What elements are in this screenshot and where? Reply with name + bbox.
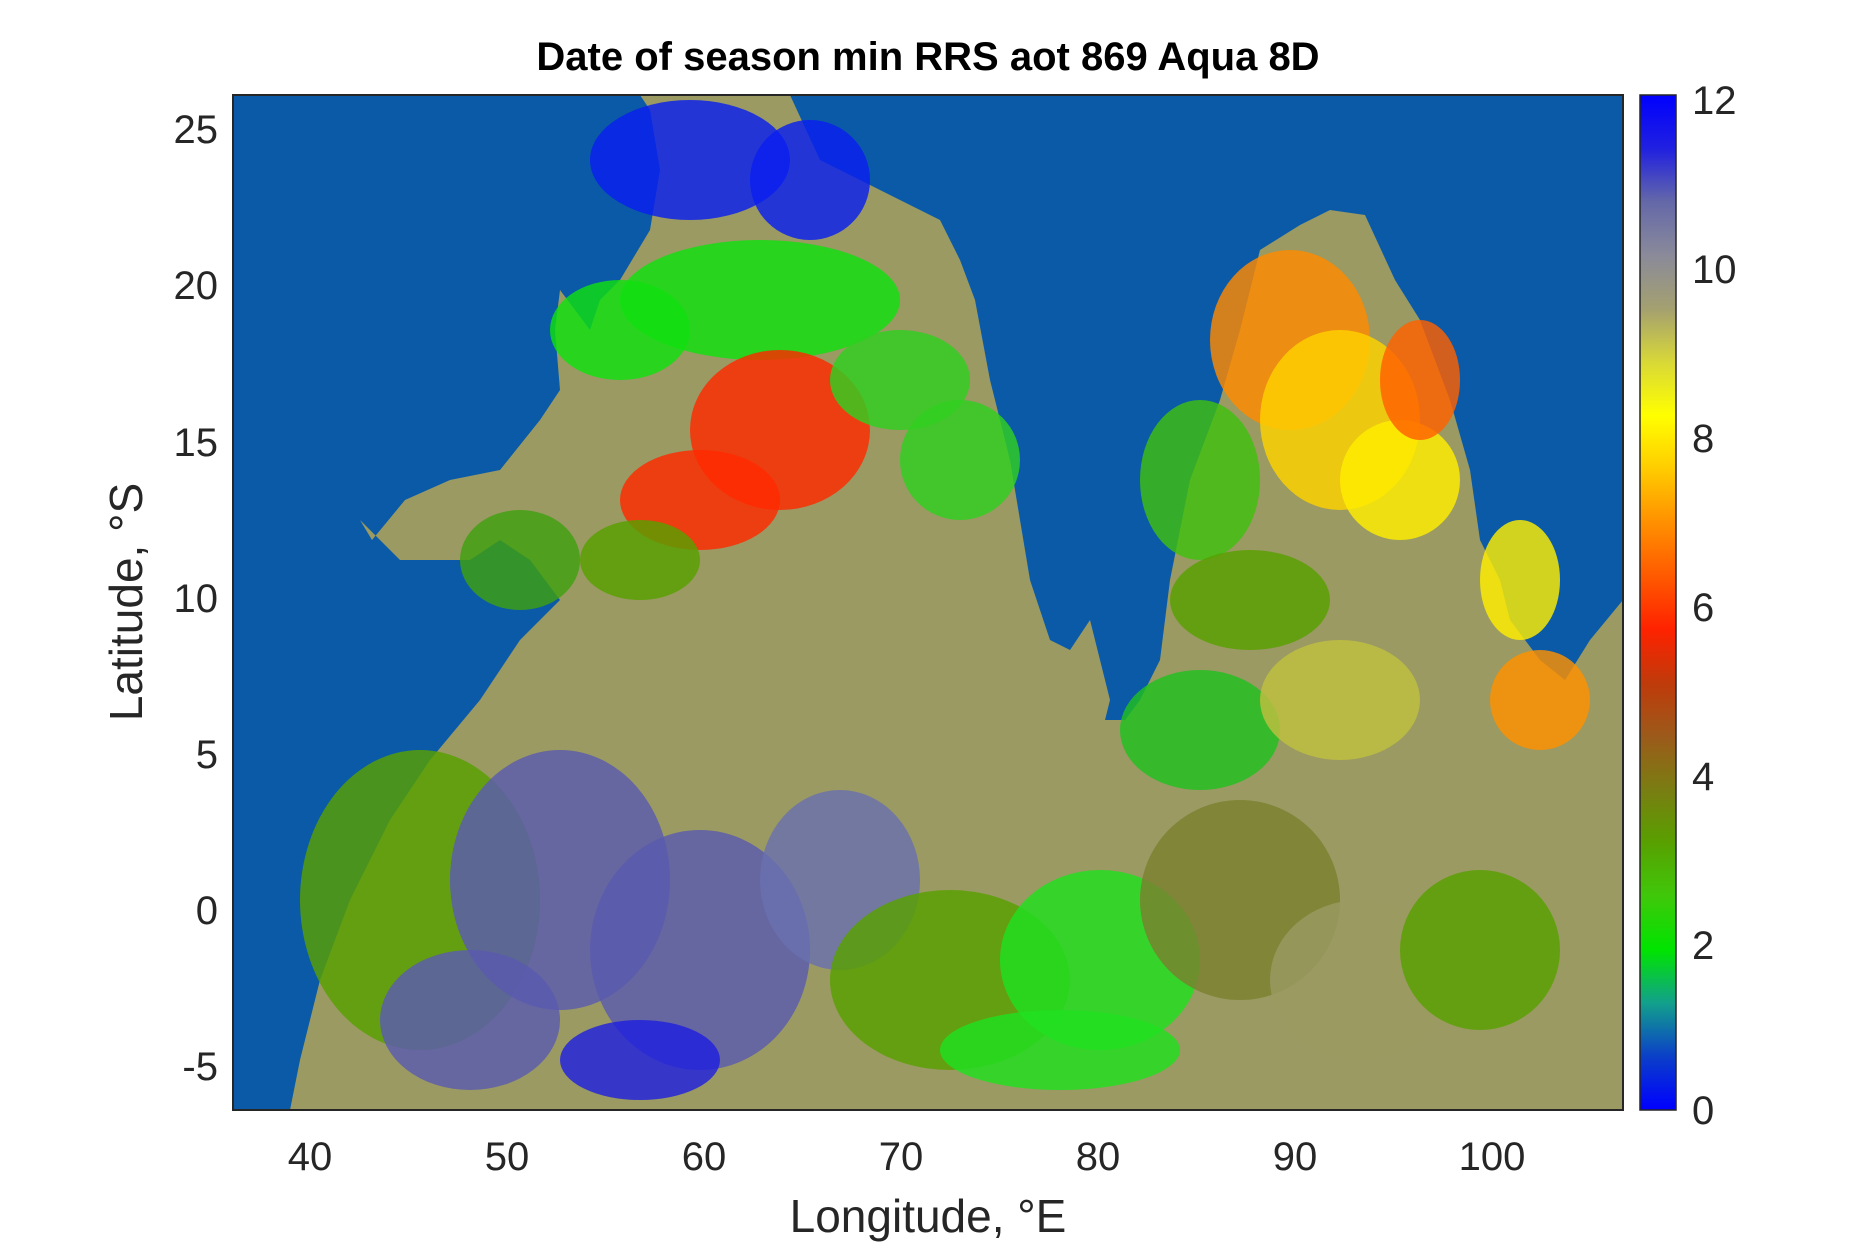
plot-frame: [232, 94, 1624, 1111]
raster-patch: [1400, 870, 1560, 1030]
colorbar-tick-label: 12: [1692, 79, 1737, 123]
y-tick-label: 15: [174, 421, 219, 465]
map-plot-area: [232, 94, 1624, 1111]
raster-patch: [750, 120, 870, 240]
y-axis-label: Latitude, °S: [100, 483, 152, 721]
raster-patch: [460, 510, 580, 610]
x-tick-label: 60: [682, 1135, 727, 1179]
raster-patch: [1260, 640, 1420, 760]
raster-patch: [560, 1020, 720, 1100]
x-tick-label: 50: [485, 1135, 530, 1179]
y-axis: 25 20 15 10 5 0 -5: [174, 108, 219, 1089]
x-tick-label: 40: [288, 1135, 333, 1179]
x-axis-label: Longitude, °E: [790, 1190, 1067, 1242]
raster-patch: [580, 520, 700, 600]
colorbar-tick-label: 4: [1692, 755, 1714, 799]
x-tick-label: 90: [1273, 1135, 1318, 1179]
x-tick-label: 100: [1459, 1135, 1526, 1179]
colorbar-tick-label: 10: [1692, 248, 1737, 292]
x-tick-label: 80: [1076, 1135, 1121, 1179]
map-title: Date of season min RRS aot 869 Aqua 8D: [536, 35, 1319, 79]
y-tick-label: 20: [174, 264, 219, 308]
raster-patch: [380, 950, 560, 1090]
raster-patch: [900, 400, 1020, 520]
colorbar: 12 10 8 6 4 2 0: [1639, 79, 1737, 1133]
y-tick-label: 25: [174, 108, 219, 152]
raster-patch: [1480, 520, 1560, 640]
y-tick-label: 10: [174, 577, 219, 621]
colorbar-tick-label: 8: [1692, 417, 1714, 461]
raster-patch: [1140, 400, 1260, 560]
y-tick-label: 0: [196, 889, 218, 933]
raster-patch: [590, 830, 810, 1070]
raster-patch: [1380, 320, 1460, 440]
colorbar-tick-label: 6: [1692, 586, 1714, 630]
x-tick-label: 70: [879, 1135, 924, 1179]
season-min-date-patches: [300, 100, 1590, 1100]
colorbar-tick-label: 0: [1692, 1089, 1714, 1133]
raster-patch: [590, 100, 790, 220]
colorbar-tick-label: 2: [1692, 924, 1714, 968]
raster-patch: [1340, 420, 1460, 540]
raster-patch: [1490, 650, 1590, 750]
y-tick-label: -5: [182, 1045, 218, 1089]
raster-patch: [830, 330, 970, 430]
raster-patch: [1170, 550, 1330, 650]
colorbar-gradient: [1639, 94, 1677, 1111]
raster-patch: [1120, 670, 1280, 790]
x-axis: 40 50 60 70 80 90 100: [288, 1135, 1526, 1179]
y-tick-label: 5: [196, 733, 218, 777]
raster-patch: [550, 280, 690, 380]
raster-patch: [940, 1010, 1180, 1090]
